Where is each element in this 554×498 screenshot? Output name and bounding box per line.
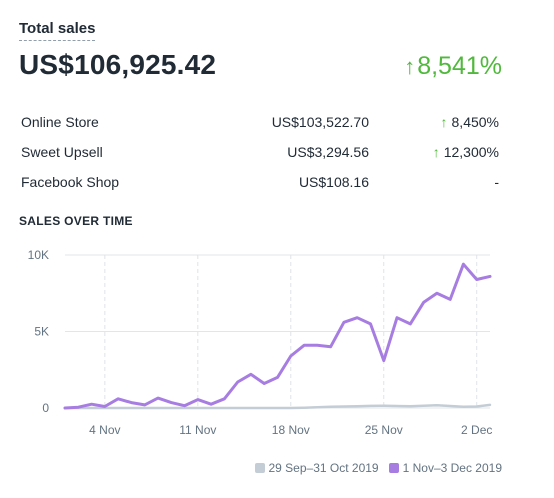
arrow-up-icon: ↑ xyxy=(404,54,416,79)
total-sales-change: ↑8,541% xyxy=(404,52,502,81)
legend-label-current: 1 Nov–3 Dec 2019 xyxy=(402,461,502,475)
arrow-up-icon: ↑ xyxy=(432,144,440,160)
y-tick-label: 10K xyxy=(28,248,49,262)
total-sales-change-value: 8,541% xyxy=(417,52,502,80)
legend-item-current[interactable]: 1 Nov–3 Dec 2019 xyxy=(388,461,502,475)
series-line-current xyxy=(63,262,492,410)
arrow-up-icon: ↑ xyxy=(440,114,448,130)
legend-swatch-previous xyxy=(254,463,265,473)
x-tick-label: 18 Nov xyxy=(272,423,310,437)
x-tick-label: 25 Nov xyxy=(365,423,403,437)
x-tick-label: 4 Nov xyxy=(89,423,120,437)
legend-swatch-current xyxy=(388,463,399,473)
breakdown-change: - xyxy=(494,174,499,190)
breakdown-channel-name: Facebook Shop xyxy=(21,174,120,190)
breakdown-change: ↑ 8,450% xyxy=(441,114,499,130)
legend-label-previous: 29 Sep–31 Oct 2019 xyxy=(268,461,379,475)
breakdown-amount: US$108.16 xyxy=(298,174,369,190)
breakdown-channel-name: Online Store xyxy=(21,114,99,130)
x-tick-label: 11 Nov xyxy=(179,423,216,437)
breakdown-change: ↑ 12,300% xyxy=(433,144,499,160)
breakdown-change-value: 8,450% xyxy=(451,114,499,130)
breakdown-row-online-store: Online Store US$103,522.70 ↑ 8,450% xyxy=(21,114,499,134)
breakdown-row-facebook-shop: Facebook Shop US$108.16 - xyxy=(21,174,499,194)
breakdown-row-sweet-upsell: Sweet Upsell US$3,294.56 ↑ 12,300% xyxy=(21,144,499,164)
legend-item-previous[interactable]: 29 Sep–31 Oct 2019 xyxy=(254,461,379,475)
breakdown-channel-name: Sweet Upsell xyxy=(21,144,103,160)
card-title[interactable]: Total sales xyxy=(19,20,96,41)
total-sales-value: US$106,925.42 xyxy=(19,49,217,80)
sales-over-time-heading: SALES OVER TIME xyxy=(19,214,133,228)
y-tick-label: 5K xyxy=(34,325,49,339)
breakdown-amount: US$103,522.70 xyxy=(271,114,369,130)
sales-over-time-chart: 0 5K 10K 4 Nov 11 Nov 18 Nov 25 Nov 2 Dec xyxy=(28,248,493,437)
chart-legend: 29 Sep–31 Oct 2019 1 Nov–3 Dec 2019 xyxy=(254,461,502,475)
breakdown-change-value: 12,300% xyxy=(443,144,499,160)
series-line-previous xyxy=(63,403,492,410)
breakdown-amount: US$3,294.56 xyxy=(287,144,369,160)
x-tick-label: 2 Dec xyxy=(461,423,492,437)
y-tick-label: 0 xyxy=(42,401,49,415)
